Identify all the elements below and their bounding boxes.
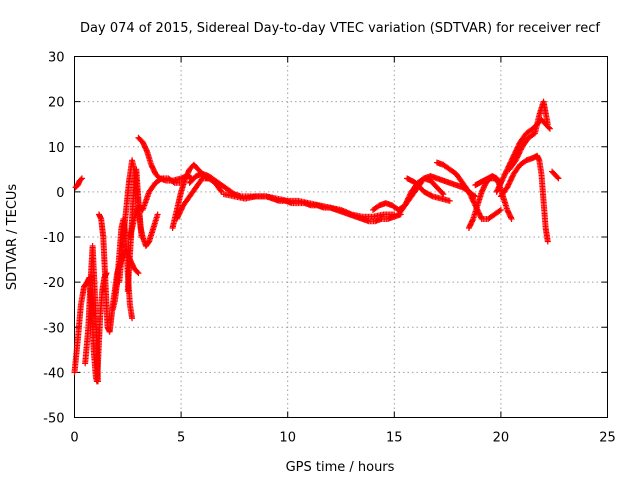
series-arc2 xyxy=(72,175,85,191)
data-points xyxy=(71,98,562,385)
series-arc22 xyxy=(506,98,551,173)
plus-markers xyxy=(82,243,101,385)
plus-markers xyxy=(506,98,551,173)
series-arc3 xyxy=(82,243,101,385)
plus-markers xyxy=(433,159,504,222)
grid-lines xyxy=(74,56,608,418)
x-tick-label: 15 xyxy=(386,431,403,446)
series-arc15 xyxy=(395,175,447,218)
plus-markers xyxy=(493,116,553,195)
plus-markers xyxy=(404,175,453,204)
plus-markers xyxy=(395,175,447,218)
chart-title: Day 074 of 2015, Sidereal Day-to-day VTE… xyxy=(80,21,600,36)
plus-markers xyxy=(220,191,398,220)
x-tick-label: 0 xyxy=(70,431,78,446)
y-tick-label: -20 xyxy=(43,276,64,291)
y-tick-label: 30 xyxy=(48,51,65,66)
plus-markers xyxy=(126,175,185,240)
x-axis-label: GPS time / hours xyxy=(286,460,395,475)
series-arc13 xyxy=(220,191,398,220)
series-arc20 xyxy=(493,116,553,195)
y-tick-label: -50 xyxy=(43,412,64,427)
series-arc21 xyxy=(497,152,551,245)
series-arc23 xyxy=(549,168,562,182)
y-axis-label: SDTVAR / TECUs xyxy=(5,184,20,291)
y-tick-label: -40 xyxy=(43,366,64,381)
x-tick-label: 5 xyxy=(177,431,185,446)
series-arc19 xyxy=(472,173,504,189)
x-tick-label: 20 xyxy=(493,431,510,446)
x-tick-label: 25 xyxy=(599,431,616,446)
plus-markers xyxy=(72,175,85,191)
plus-markers xyxy=(472,173,504,189)
plus-markers xyxy=(497,152,551,245)
y-tick-label: 20 xyxy=(48,96,65,111)
series-arc9 xyxy=(126,175,185,240)
series-arc16 xyxy=(404,175,453,204)
y-tick-label: 10 xyxy=(48,141,65,156)
plus-markers xyxy=(549,168,562,182)
y-tick-label: -10 xyxy=(43,231,64,246)
axis-ticks: 0 5 10 15 20 25 -50 -40 -30 -20 -10 0 10 20 30 xyxy=(43,51,616,446)
series-arc17 xyxy=(433,159,504,222)
y-tick-label: 0 xyxy=(56,186,64,201)
x-tick-label: 10 xyxy=(279,431,296,446)
y-tick-label: -30 xyxy=(43,321,64,336)
